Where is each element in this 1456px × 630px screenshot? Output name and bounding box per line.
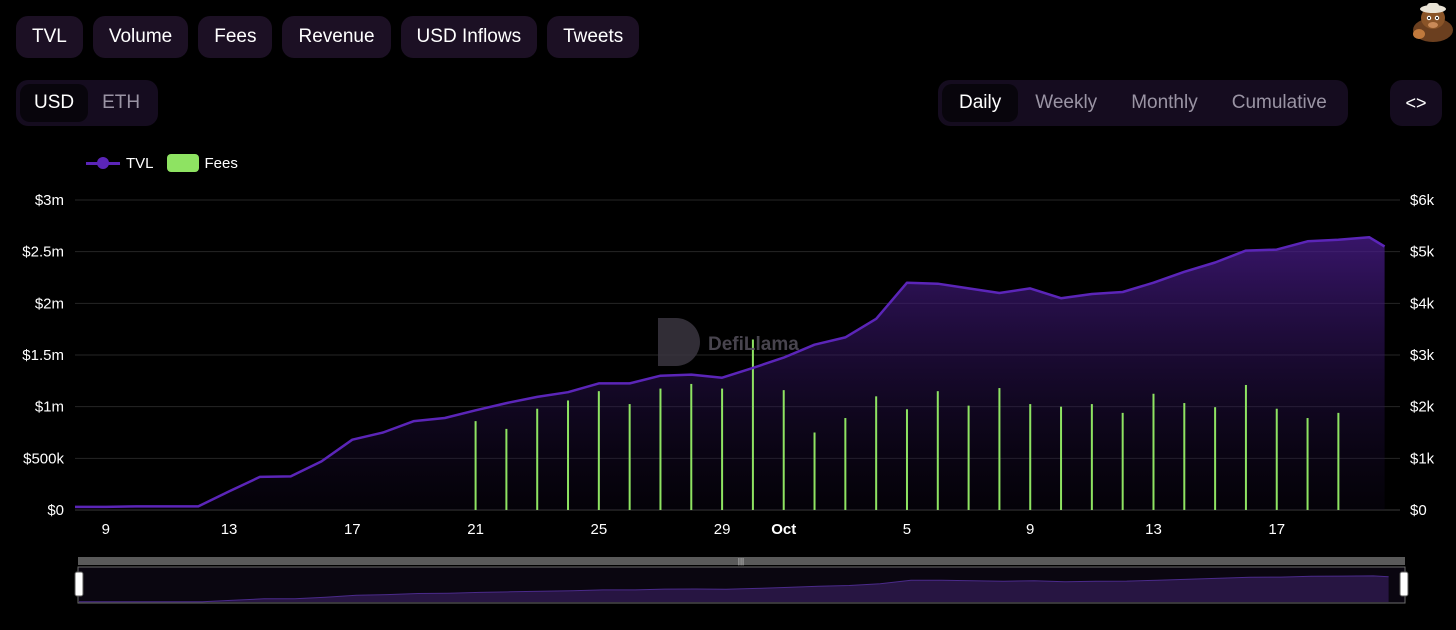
y-right-tick-label: $1k — [1410, 450, 1435, 467]
tvl-area — [75, 237, 1385, 510]
fees-bar — [1183, 403, 1186, 510]
fees-bar-swatch-icon — [166, 154, 199, 172]
legend-item-tvl[interactable]: TVL — [86, 152, 154, 174]
x-tick-label: 21 — [467, 521, 484, 538]
avatar[interactable] — [1410, 0, 1456, 42]
y-right-tick-label: $0 — [1410, 502, 1427, 519]
tab-volume[interactable]: Volume — [92, 16, 189, 58]
fees-bar — [597, 391, 600, 510]
tab-revenue[interactable]: Revenue — [282, 16, 391, 58]
y-left-tick-label: $500k — [23, 450, 64, 467]
x-tick-label: 9 — [1026, 521, 1034, 538]
llama-logo-icon — [658, 318, 700, 366]
fees-bar — [721, 388, 724, 510]
x-tick-label: 25 — [590, 521, 607, 538]
y-left-tick-label: $0 — [47, 502, 64, 519]
y-right-tick-label: $4k — [1410, 295, 1435, 312]
navigator-scrollbar[interactable] — [78, 557, 1405, 565]
legend-label-tvl: TVL — [126, 154, 154, 172]
fees-bar — [1306, 418, 1309, 510]
y-right-tick-label: $6k — [1410, 192, 1435, 209]
fees-bar — [813, 432, 816, 510]
right-axis-ticks: $0 $1k $2k $3k $4k $5k $6k — [1410, 192, 1435, 519]
tvl-line — [75, 235, 1386, 509]
fees-bar — [998, 388, 1001, 510]
fees-bar — [905, 409, 908, 510]
period-cumulative-option[interactable]: Cumulative — [1231, 92, 1327, 113]
fees-bar — [967, 405, 970, 510]
y-left-tick-label: $1.5m — [22, 347, 64, 364]
y-right-tick-label: $2k — [1410, 399, 1435, 416]
fees-bar — [1090, 404, 1093, 510]
fees-bar — [505, 428, 508, 510]
navigator-right-handle[interactable] — [1399, 571, 1409, 597]
fees-bar — [536, 408, 539, 510]
y-right-tick-label: $3k — [1410, 347, 1435, 364]
navigator-tvl-line — [79, 575, 1389, 603]
fees-bar — [1275, 408, 1278, 510]
fees-bars — [474, 339, 1340, 510]
fees-bar — [751, 339, 754, 510]
fees-bar — [474, 421, 477, 510]
x-tick-label: 29 — [714, 521, 731, 538]
fees-bar — [1244, 384, 1247, 510]
y-right-tick-label: $5k — [1410, 244, 1435, 261]
embed-button[interactable]: <> — [1390, 80, 1442, 126]
navigator-left-handle[interactable] — [74, 571, 84, 597]
x-tick-label: 5 — [903, 521, 911, 538]
fees-bar — [628, 404, 631, 510]
fees-bar — [1337, 412, 1340, 510]
fees-bar — [659, 388, 662, 510]
period-monthly-option[interactable]: Monthly — [1131, 92, 1198, 113]
fees-bar — [875, 396, 878, 510]
x-tick-label: Oct — [771, 521, 796, 538]
legend-item-fees[interactable]: Fees — [166, 154, 238, 172]
x-tick-label: 13 — [1145, 521, 1162, 538]
left-axis-ticks: $0 $500k $1m $1.5m $2m $2.5m $3m — [22, 192, 64, 519]
tab-fees[interactable]: Fees — [198, 16, 273, 58]
code-icon: <> — [1405, 92, 1427, 113]
x-tick-label: 17 — [344, 521, 361, 538]
fees-bar — [1214, 407, 1217, 510]
tab-tvl[interactable]: TVL — [16, 16, 83, 58]
currency-usd-option[interactable]: USD — [20, 84, 89, 122]
currency-toggle: USD ETH — [16, 80, 159, 126]
x-tick-label: 13 — [221, 521, 238, 538]
y-left-tick-label: $1m — [35, 399, 64, 416]
fees-bar — [567, 400, 570, 510]
y-left-tick-label: $2.5m — [22, 244, 64, 261]
fees-bar — [690, 383, 693, 510]
fees-bar — [1121, 412, 1124, 510]
y-left-tick-label: $3m — [35, 192, 64, 209]
x-axis-ticks: 9 13 17 21 25 29 Oct 5 9 13 17 — [102, 521, 1285, 538]
fees-bar — [936, 391, 939, 510]
fees-bar — [1152, 393, 1155, 510]
metric-tabs: TVL Volume Fees Revenue USD Inflows Twee… — [16, 16, 640, 58]
fees-bar — [844, 418, 847, 510]
navigator-tvl-area — [79, 575, 1389, 602]
tvl-fees-chart: $0 $500k $1m $1.5m $2m $2.5m $3m $0 $1k $2k $3k $4… — [22, 192, 1435, 538]
fees-bar — [782, 390, 785, 510]
y-left-tick-label: $2m — [35, 295, 64, 312]
defillama-watermark: DefiLlama — [658, 318, 799, 366]
x-tick-label: 9 — [102, 521, 110, 538]
currency-eth-option[interactable]: ETH — [102, 92, 141, 113]
period-daily-option[interactable]: Daily — [942, 84, 1019, 122]
tab-tweets[interactable]: Tweets — [547, 16, 640, 58]
period-toggle: Daily Weekly Monthly Cumulative — [938, 80, 1348, 126]
fees-bar — [1029, 404, 1032, 510]
navigator-grip-icon[interactable]: ||| — [738, 557, 744, 566]
tab-usd-inflows[interactable]: USD Inflows — [400, 16, 538, 58]
legend-label-fees: Fees — [204, 154, 238, 172]
period-weekly-option[interactable]: Weekly — [1035, 92, 1098, 113]
x-tick-label: 17 — [1268, 521, 1285, 538]
chart-legend: TVL Fees — [86, 152, 251, 174]
llama-mascot-icon — [1410, 0, 1456, 42]
fees-bar — [1060, 406, 1063, 510]
watermark-text: DefiLlama — [708, 334, 799, 355]
tvl-line-swatch-icon — [86, 152, 120, 174]
range-navigator[interactable]: ||| — [70, 555, 1415, 605]
